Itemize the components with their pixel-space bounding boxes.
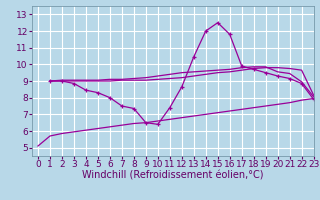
X-axis label: Windchill (Refroidissement éolien,°C): Windchill (Refroidissement éolien,°C) <box>82 171 264 181</box>
